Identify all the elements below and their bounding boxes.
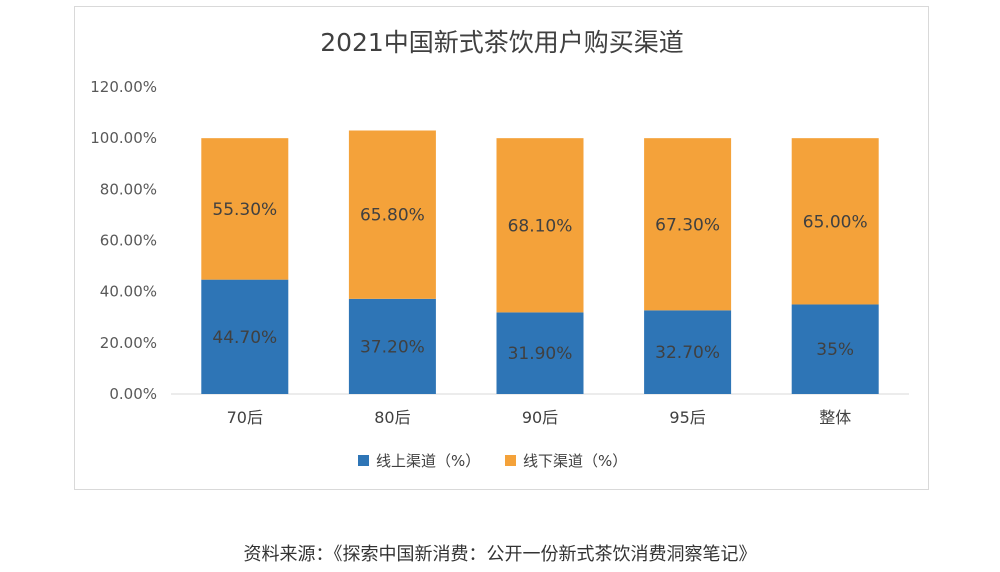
bar-segment [201,279,289,394]
chart-title: 2021中国新式茶饮用户购买渠道 [320,28,684,57]
bar-segment [201,138,289,280]
bar-segment [496,312,584,394]
x-tick-label: 80后 [374,408,410,427]
x-tick-label: 95后 [669,408,705,427]
data-label: 32.70% [655,343,720,363]
stacked-bar-chart: 2021中国新式茶饮用户购买渠道 0.00% 20.00% 40.00% 60.00%… [90,28,909,470]
source-note: 资料来源：《探索中国新消费：公开一份新式茶饮消费洞察笔记》 [243,544,757,565]
data-label: 35% [816,340,854,360]
data-label: 67.30% [655,215,720,235]
data-label: 31.90% [508,344,573,364]
y-axis: 0.00% 20.00% 40.00% 60.00% 80.00% 100.00% 120.… [90,78,157,403]
y-tick-label: 20.00% [100,334,157,352]
data-label: 65.80% [360,206,425,226]
x-axis: 70后 80后 90后 95后 整体 [227,408,852,427]
x-tick-label: 整体 [819,408,851,427]
legend-swatch [358,455,369,466]
legend: 线上渠道（%） 线下渠道（%） [358,452,627,470]
bar-segment [348,298,436,394]
data-label: 65.00% [803,212,868,232]
data-label: 68.10% [508,216,573,236]
y-tick-label: 80.00% [100,180,157,198]
x-tick-label: 90后 [522,408,558,427]
y-tick-label: 40.00% [100,283,157,301]
y-tick-label: 120.00% [90,78,157,96]
bar-segment [496,138,584,313]
bar-segment [791,138,879,305]
bars: 44.70% 55.30% 37.20% 65.80% 31.90% 68.10% 32.7… [201,130,879,394]
legend-swatch [505,455,516,466]
x-tick-label: 70后 [227,408,263,427]
chart-frame: 2021中国新式茶饮用户购买渠道 0.00% 20.00% 40.00% 60.00%… [74,6,929,490]
bar-segment [644,138,732,311]
legend-label: 线上渠道（%） [376,452,480,470]
y-tick-label: 100.00% [90,129,157,147]
bar-segment [348,130,436,299]
bar-segment [791,304,879,394]
bar-segment [644,310,732,394]
y-tick-label: 0.00% [109,385,157,403]
data-label: 55.30% [212,200,277,220]
data-label: 44.70% [212,328,277,348]
data-label: 37.20% [360,337,425,357]
y-tick-label: 60.00% [100,232,157,250]
legend-label: 线下渠道（%） [523,452,627,470]
